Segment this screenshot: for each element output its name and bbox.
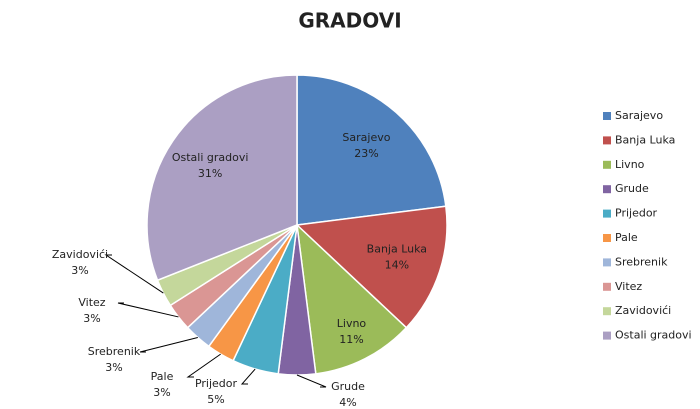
leader-line <box>139 337 198 353</box>
legend-swatch <box>603 160 611 169</box>
data-label-value: 23% <box>354 147 378 160</box>
legend-label: Srebrenik <box>615 255 668 268</box>
legend-label: Pale <box>615 231 638 244</box>
data-label-value: 11% <box>339 333 363 346</box>
legend-label: Vitez <box>615 280 642 293</box>
leader-line <box>296 374 327 388</box>
pie-slice <box>295 223 408 375</box>
legend-swatch <box>603 258 611 267</box>
data-label-name: Zavidovići <box>52 248 108 261</box>
data-label-name: Banja Luka <box>367 242 427 255</box>
legend-swatch <box>603 136 611 145</box>
legend-label: Banja Luka <box>615 133 675 146</box>
legend-swatch <box>603 185 611 194</box>
legend-swatch <box>603 234 611 242</box>
data-label-name: Srebrenik <box>88 345 141 358</box>
legend-label: Ostali gradovi <box>615 329 692 342</box>
data-label-name: Ostali gradovi <box>172 151 249 164</box>
data-label-value: 14% <box>385 258 409 271</box>
legend-label: Grude <box>615 182 649 195</box>
data-label-value: 3% <box>71 264 88 277</box>
legend-label: Livno <box>615 158 645 171</box>
pie-slice <box>295 205 448 329</box>
data-label-name: Livno <box>337 317 367 330</box>
legend-label: Sarajevo <box>615 109 663 122</box>
legend-swatch <box>603 112 611 120</box>
data-label-name: Sarajevo <box>342 131 390 144</box>
legend-swatch <box>603 331 611 340</box>
data-label-value: 3% <box>105 361 122 374</box>
data-label-name: Pale <box>151 370 174 383</box>
leader-line <box>240 368 256 385</box>
data-label-value: 3% <box>153 386 170 399</box>
leader-line <box>117 302 179 318</box>
data-label-name: Vitez <box>78 296 105 309</box>
data-label-value: 4% <box>339 396 356 409</box>
pie-slice <box>296 74 447 226</box>
leader-line <box>186 353 221 378</box>
data-label-value: 31% <box>198 167 222 180</box>
data-label-name: Grude <box>331 380 365 393</box>
legend-swatch <box>603 209 611 218</box>
data-label-value: 3% <box>83 312 100 325</box>
legend-label: Zavidovići <box>615 304 671 317</box>
legend-label: Prijedor <box>615 207 658 220</box>
chart-title: GRADOVI <box>298 9 401 33</box>
legend-swatch <box>603 307 611 316</box>
data-label-value: 5% <box>207 393 224 406</box>
leader-line <box>104 254 164 294</box>
data-label-name: Prijedor <box>195 377 238 390</box>
legend-swatch <box>603 282 611 291</box>
pie-slice <box>146 74 298 282</box>
